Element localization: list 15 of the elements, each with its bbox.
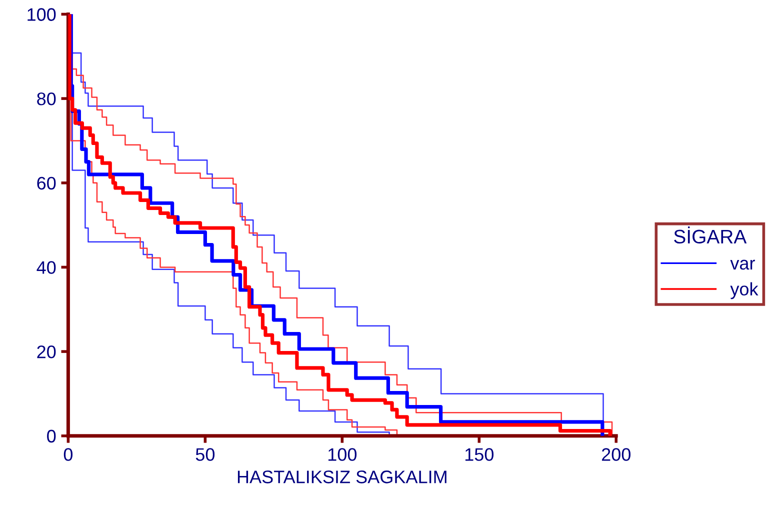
y-tick-label: 60 (37, 176, 56, 190)
x-tick-label: 50 (196, 448, 215, 461)
x-tick-label: 0 (64, 448, 73, 461)
x-tick-label: 150 (465, 448, 494, 461)
y-tick-label: 80 (37, 92, 56, 106)
x-axis-title: HASTALIKSIZ SAGKALIM (238, 470, 446, 484)
y-tick-label: 40 (36, 261, 56, 274)
y-tick-label: 0 (47, 430, 56, 443)
legend-label: yok (730, 282, 758, 300)
x-tick-label: 100 (328, 448, 357, 461)
legend-title: SİGARA (674, 226, 747, 244)
y-tick-label: 100 (28, 8, 56, 21)
x-tick-label: 200 (602, 448, 630, 461)
legend-label: var (730, 260, 755, 270)
y-tick-label: 20 (37, 345, 56, 358)
